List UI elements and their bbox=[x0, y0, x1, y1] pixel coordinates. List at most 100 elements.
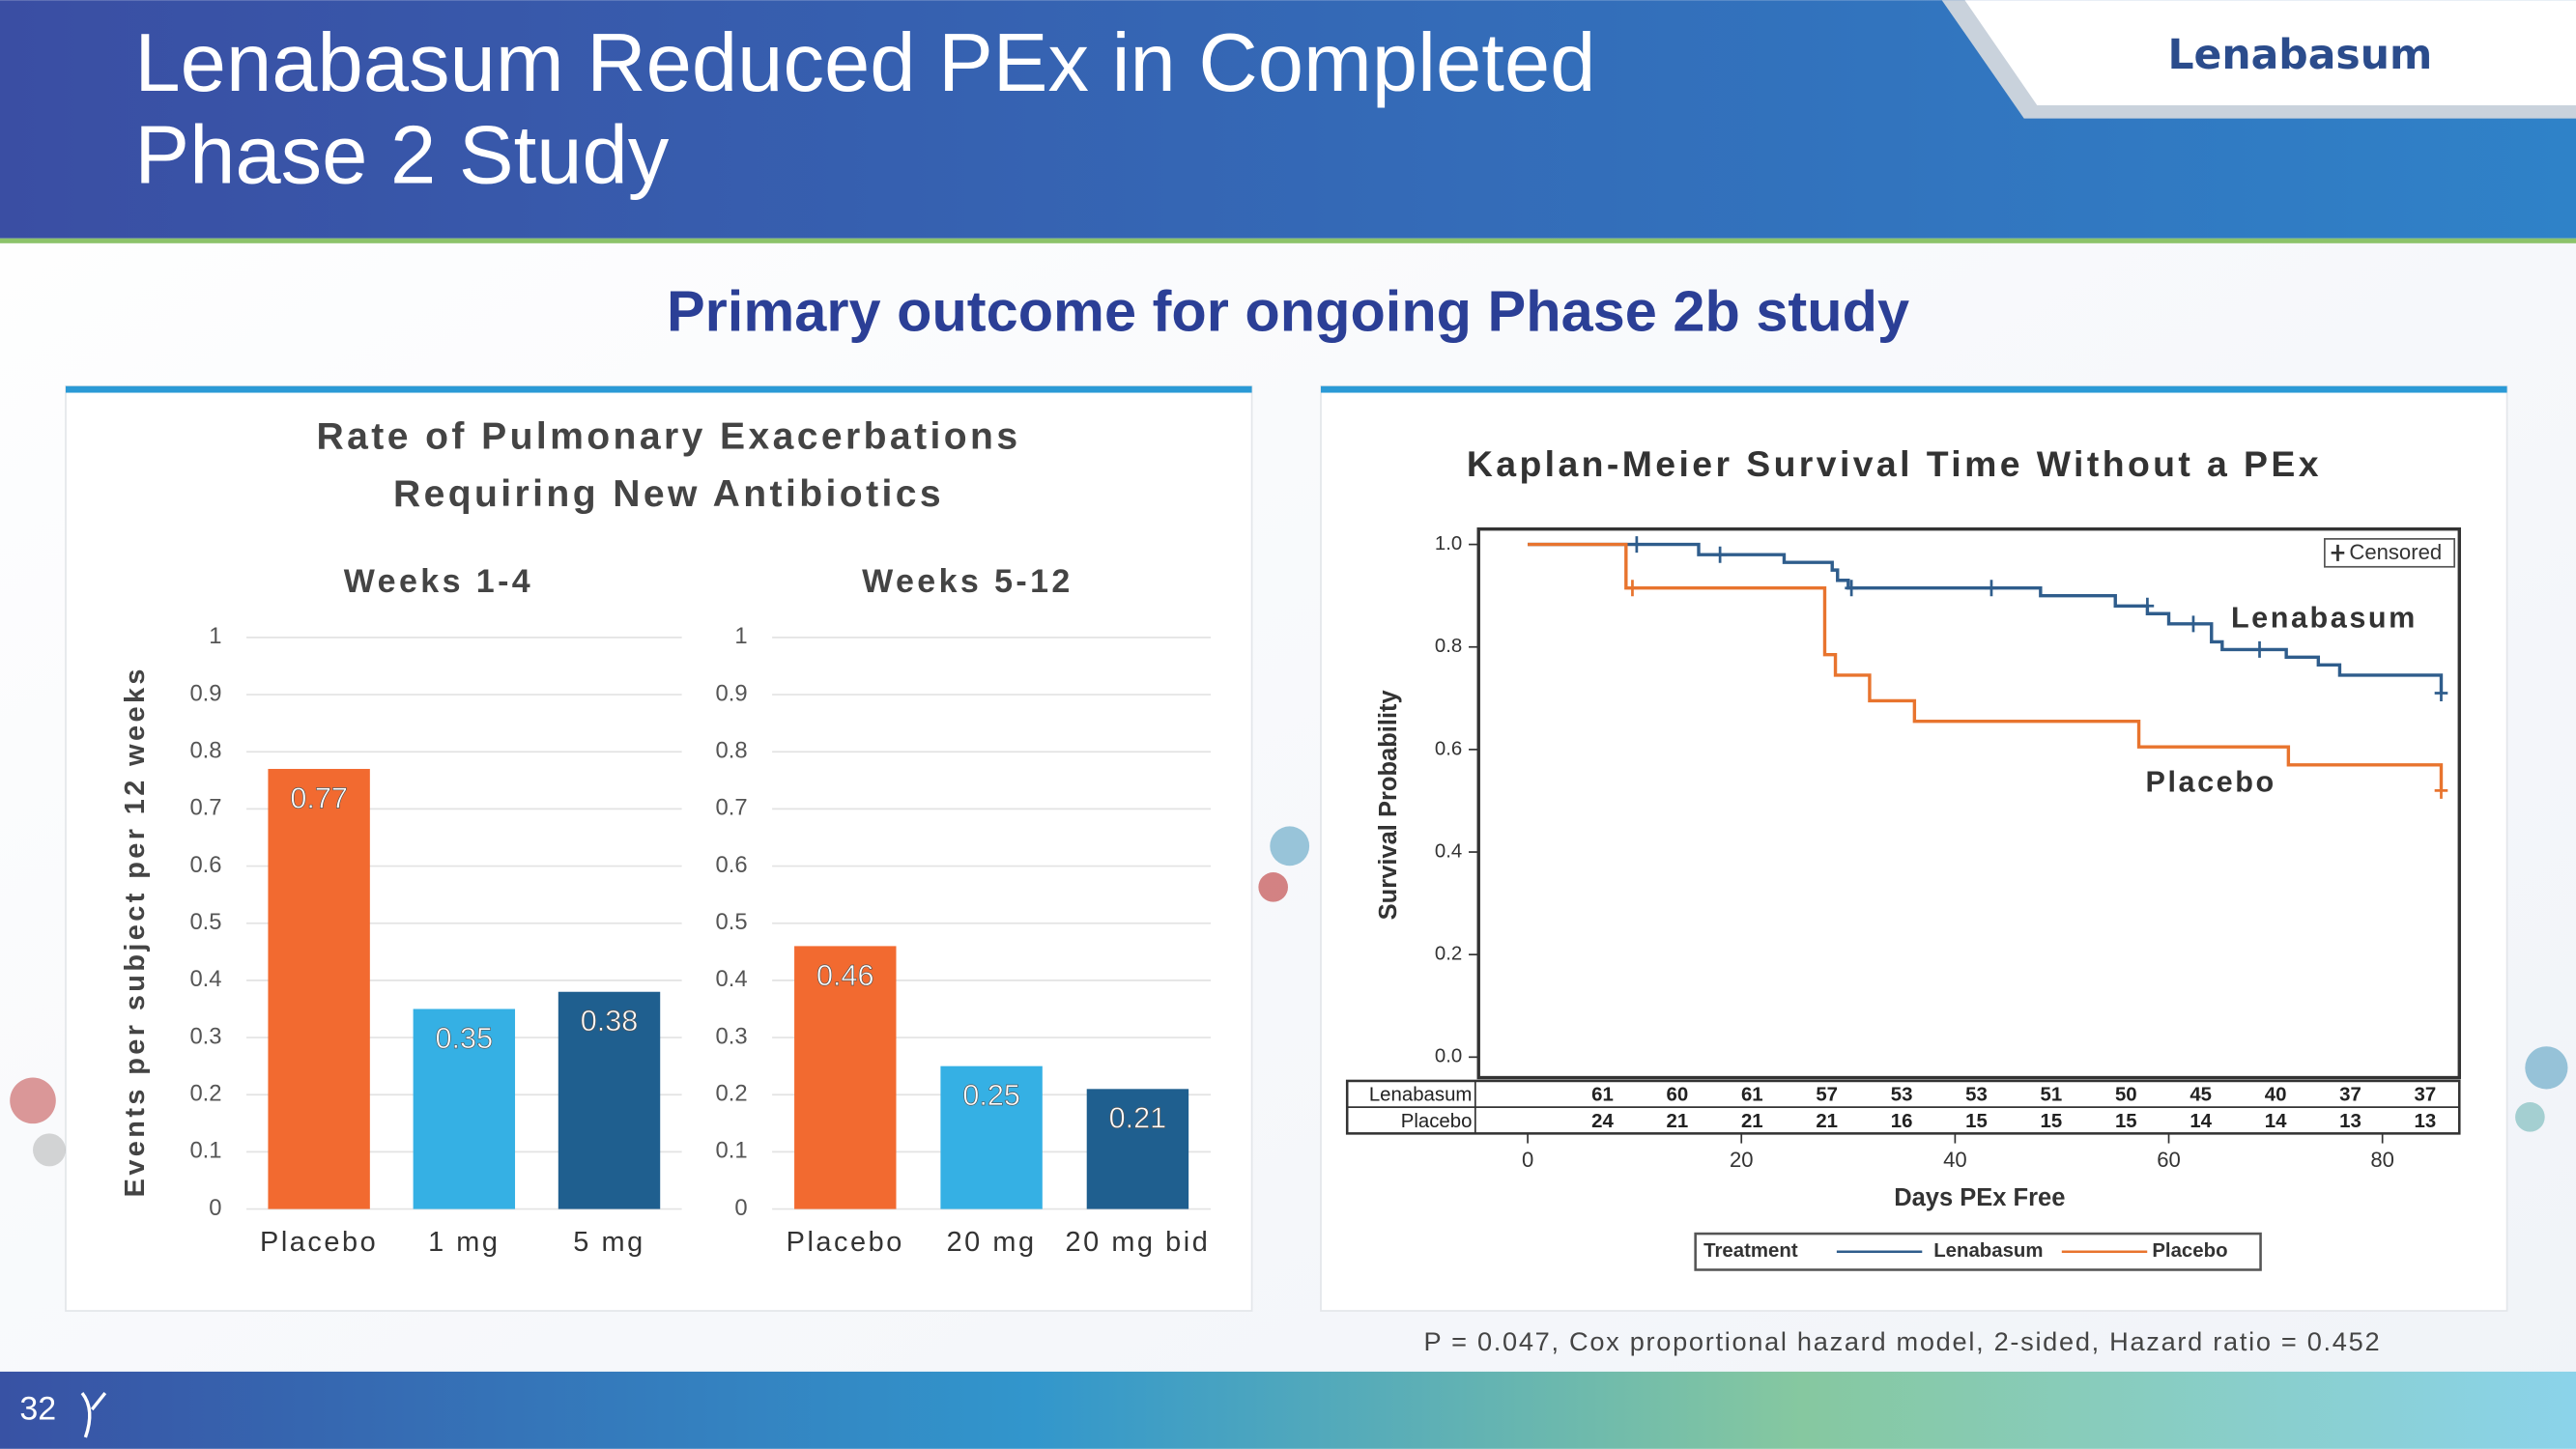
footnote: P = 0.047, Cox proportional hazard model… bbox=[1424, 1326, 2382, 1356]
y-tick-label: 0.4 bbox=[716, 966, 748, 992]
y-tick-label: 1 bbox=[734, 623, 747, 649]
censored-marker bbox=[1630, 536, 1644, 554]
y-tick-label: 0.5 bbox=[189, 909, 221, 935]
risk-count: 13 bbox=[2339, 1111, 2361, 1132]
y-tick-label: 0.7 bbox=[716, 795, 748, 821]
footer-band bbox=[0, 1371, 2576, 1449]
y-tick-label: 0.8 bbox=[716, 738, 748, 764]
brand-tab bbox=[1964, 0, 2576, 106]
chart-title: Kaplan-Meier Survival Time Without a PEx bbox=[1467, 443, 2322, 484]
risk-count: 45 bbox=[2190, 1085, 2212, 1106]
risk-count: 53 bbox=[1891, 1085, 1913, 1106]
value-label: 0.77 bbox=[290, 781, 348, 814]
risk-count: 51 bbox=[2041, 1085, 2063, 1106]
legend-label: Lenabasum bbox=[1933, 1240, 2043, 1262]
brand: Lenabasum bbox=[2167, 32, 2432, 79]
survival-line bbox=[1528, 542, 2444, 791]
y-tick-label: 1.0 bbox=[1435, 533, 1462, 554]
y-tick-label: 0.5 bbox=[716, 909, 748, 935]
y-tick-label: 0.6 bbox=[1435, 738, 1462, 759]
risk-count: 14 bbox=[2265, 1111, 2287, 1132]
risk-count: 61 bbox=[1591, 1085, 1614, 1106]
risk-count: 21 bbox=[1667, 1111, 1689, 1132]
logo bbox=[80, 1391, 107, 1438]
risk-count: 53 bbox=[1965, 1085, 1988, 1106]
y-axis-label: Events per subject per 12 weeks bbox=[120, 666, 151, 1197]
y-tick-label: 0.6 bbox=[189, 852, 221, 878]
legend bbox=[1694, 1232, 2262, 1271]
x-axis-label: Days PEx Free bbox=[1894, 1184, 2065, 1211]
risk-count: 60 bbox=[1667, 1085, 1689, 1106]
y-tick-label: 0.0 bbox=[1435, 1046, 1462, 1067]
y-tick-label: 0.4 bbox=[189, 966, 221, 992]
x-tick-label: 60 bbox=[2157, 1148, 2181, 1172]
chart-title: Requiring New Antibiotics bbox=[393, 473, 944, 515]
risk-count: 15 bbox=[2041, 1111, 2063, 1132]
censored-marker bbox=[1625, 580, 1640, 597]
risk-count: 14 bbox=[2190, 1111, 2212, 1132]
risk-count: 15 bbox=[1965, 1111, 1988, 1132]
y-tick-label: 0.8 bbox=[1435, 636, 1462, 657]
y-tick-label: 0.9 bbox=[716, 680, 748, 706]
panel-stripe bbox=[1321, 385, 2507, 393]
y-tick-label: 0 bbox=[734, 1195, 747, 1221]
y-tick-label: 0.2 bbox=[716, 1081, 748, 1107]
risk-count: 37 bbox=[2339, 1085, 2361, 1106]
plot-frame bbox=[1476, 526, 2461, 1080]
risk-count: 50 bbox=[2115, 1085, 2137, 1106]
x-tick-label: 1 mg bbox=[428, 1227, 500, 1258]
risk-count: 21 bbox=[1816, 1111, 1838, 1132]
bar bbox=[1086, 1089, 1189, 1209]
risk-row-name: Lenabasum bbox=[1369, 1085, 1473, 1106]
censored-marker bbox=[1985, 580, 1998, 597]
bar bbox=[940, 1065, 1043, 1209]
censored-marker bbox=[1845, 580, 1858, 597]
title-line: Lenabasum Reduced PEx in Completed bbox=[134, 17, 1595, 109]
censored-marker bbox=[1713, 546, 1727, 563]
legend-title: Treatment bbox=[1703, 1240, 1798, 1262]
x-tick-label: 5 mg bbox=[573, 1227, 644, 1258]
censored-legend-label: Censored bbox=[2349, 540, 2442, 564]
censored-marker bbox=[2252, 640, 2267, 658]
value-label: 0.38 bbox=[581, 1005, 639, 1037]
legend-label: Placebo bbox=[2152, 1240, 2227, 1262]
y-tick-label: 0.3 bbox=[189, 1023, 221, 1049]
y-tick-label: 0 bbox=[209, 1195, 221, 1221]
value-label: 0.21 bbox=[1109, 1102, 1167, 1135]
series-label: Placebo bbox=[2146, 765, 2276, 798]
x-tick-label: 20 mg bbox=[947, 1227, 1037, 1258]
risk-count: 40 bbox=[2265, 1085, 2287, 1106]
censored-marker bbox=[2434, 685, 2448, 702]
bar bbox=[413, 1009, 516, 1209]
risk-count: 21 bbox=[1741, 1111, 1763, 1132]
bar bbox=[268, 768, 370, 1209]
y-tick-label: 0.6 bbox=[716, 852, 748, 878]
series-label: Lenabasum bbox=[2231, 601, 2418, 634]
value-label: 0.25 bbox=[962, 1079, 1020, 1112]
y-tick-label: 0.2 bbox=[189, 1081, 221, 1107]
risk-row-name: Placebo bbox=[1401, 1111, 1473, 1132]
decoration bbox=[10, 826, 2568, 1167]
risk-count: 13 bbox=[2415, 1111, 2437, 1132]
risk-count: 61 bbox=[1741, 1085, 1763, 1106]
censored-marker bbox=[2187, 615, 2200, 633]
chart-subtitle: Weeks 5-12 bbox=[862, 563, 1073, 600]
x-tick-label: Placebo bbox=[787, 1227, 904, 1258]
censored-legend bbox=[2324, 538, 2456, 568]
chart-title: Rate of Pulmonary Exacerbations bbox=[317, 415, 1021, 457]
panel bbox=[1320, 384, 2508, 1312]
x-tick-label: Placebo bbox=[260, 1227, 378, 1258]
y-tick-label: 0.1 bbox=[716, 1138, 748, 1164]
y-axis-label: Survival Probability bbox=[1375, 689, 1402, 920]
chart-subtitle: Weeks 1-4 bbox=[344, 563, 533, 600]
risk-count: 15 bbox=[2115, 1111, 2137, 1132]
y-tick-label: 0.1 bbox=[189, 1138, 221, 1164]
x-tick-label: 0 bbox=[1522, 1148, 1533, 1172]
censored-marker bbox=[2331, 544, 2345, 561]
censored-marker bbox=[2140, 597, 2155, 614]
panel-stripe bbox=[66, 385, 1252, 393]
subtitle: Primary outcome for ongoing Phase 2b stu… bbox=[667, 278, 1909, 343]
y-tick-label: 0.9 bbox=[189, 680, 221, 706]
